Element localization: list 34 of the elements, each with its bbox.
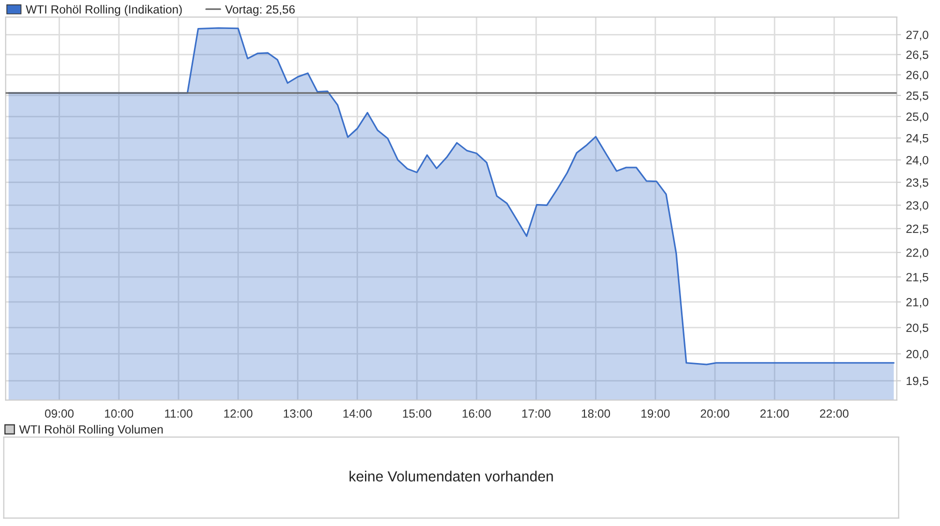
x-tick-label: 12:00 [224,409,252,418]
y-tick-label: 23,0 [906,201,928,211]
y-tick-label: 26,5 [906,50,928,60]
y-tick-label: 21,0 [906,298,928,308]
x-tick-label: 17:00 [522,409,550,418]
x-tick-label: 22:00 [820,409,848,418]
y-tick-label: 23,5 [906,178,928,188]
x-tick-label: 11:00 [165,409,192,418]
y-tick-label: 20,5 [906,324,928,334]
y-tick-label: 24,0 [906,156,928,166]
x-tick-label: 19:00 [641,409,670,418]
x-tick-label: 09:00 [44,409,74,418]
y-tick-label: 27,0 [906,30,928,40]
y-tick-label: 24,5 [906,134,928,144]
x-tick-label: 14:00 [343,409,372,418]
legend-label: WTI Rohöl Rolling (Indikation) [26,4,182,16]
y-tick-label: 26,0 [906,70,928,81]
x-tick-label: 15:00 [403,409,432,418]
x-tick-label: 21:00 [760,409,789,418]
x-tick-label: 18:00 [582,409,610,418]
y-tick-label: 19,5 [906,376,928,387]
text: WTI Rohöl Rolling Volumen [19,424,163,436]
y-tick-label: 25,5 [906,91,928,102]
legend-label: Vortag: 25,56 [225,5,295,16]
x-tick-label: 10:00 [105,409,134,418]
x-tick-label: 16:00 [462,409,491,418]
x-tick-label: 20:00 [700,409,730,418]
y-tick-label: 20,0 [906,350,928,360]
x-tick-label: 13:00 [284,409,312,418]
text: keine Volumendaten vorhanden [350,470,553,482]
y-tick-label: 22,0 [906,248,928,258]
y-tick-label: 25,0 [906,112,928,122]
y-tick-label: 21,5 [906,272,928,283]
y-tick-label: 22,5 [906,224,928,234]
